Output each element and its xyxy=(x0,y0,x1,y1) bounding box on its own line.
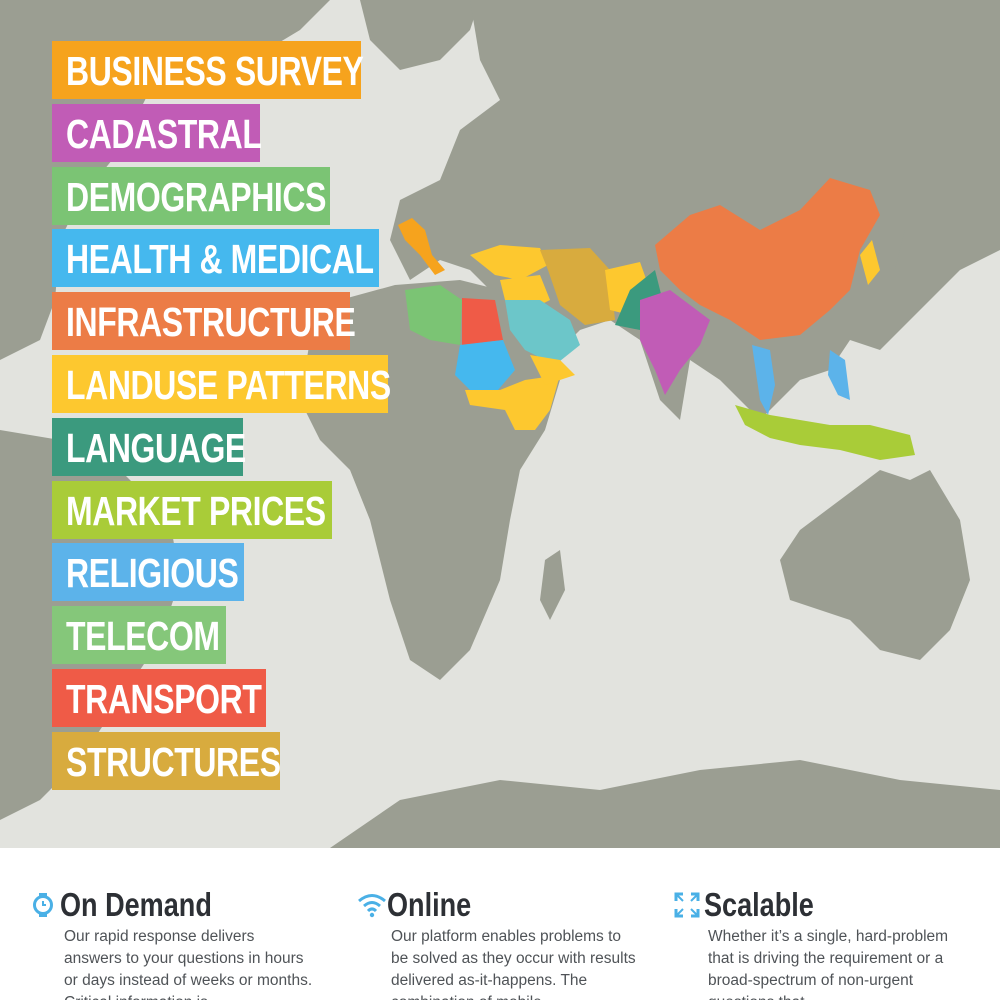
region-yemen xyxy=(530,355,575,385)
category-label: CADASTRAL xyxy=(52,103,262,162)
land-antarctica xyxy=(330,760,1000,848)
region-egypt xyxy=(462,298,503,345)
land-madagascar xyxy=(540,550,565,620)
wifi-icon xyxy=(357,892,386,918)
map-svg xyxy=(0,0,1000,848)
category-label: INFRASTRUCTURE xyxy=(52,292,356,351)
region-italy xyxy=(398,218,445,275)
region-china xyxy=(655,178,880,340)
region-indonesia xyxy=(735,405,915,460)
feature-description: Our rapid response delivers answers to y… xyxy=(64,928,313,1000)
category-label: MARKET PRICES xyxy=(52,480,332,539)
feature-title: Online xyxy=(387,886,472,923)
category-label: STRUCTURES xyxy=(52,731,281,790)
category-label: RELIGIOUS xyxy=(52,543,244,602)
region-philippines xyxy=(828,350,850,400)
feature-description: Whether it’s a single, hard-problem that… xyxy=(708,928,949,1000)
region-saudi-arabia xyxy=(505,300,580,365)
category-label-text: STRUCTURES xyxy=(66,738,281,785)
expand-icon xyxy=(674,892,700,918)
world-map: BUSINESS SURVEY CADASTRAL DEMOGRAPHICS HEAL… xyxy=(0,0,1000,848)
feature-online: Online Our platform enables problems to b… xyxy=(357,886,647,1000)
category-label-text: LANGUAGE xyxy=(66,424,246,471)
region-turkey xyxy=(470,245,548,280)
feature-header: On Demand xyxy=(30,886,320,924)
feature-description: Our platform enables problems to be solv… xyxy=(391,928,636,1000)
land-greenland xyxy=(360,0,480,70)
category-label-text: TELECOM xyxy=(66,613,220,660)
category-label-text: LANDUSE PATTERNS xyxy=(66,362,391,408)
land-japan xyxy=(885,200,930,300)
feature-title: On Demand xyxy=(60,886,212,923)
region-thailand xyxy=(752,345,775,415)
feature-scalable: Scalable Whether it’s a single, hard-prob… xyxy=(674,886,964,1000)
feature-title: Scalable xyxy=(704,886,814,923)
category-label: TELECOM xyxy=(52,606,226,665)
category-label: DEMOGRAPHICS xyxy=(52,166,330,225)
category-label-text: MARKET PRICES xyxy=(66,487,326,534)
category-label: TRANSPORT xyxy=(52,669,266,727)
region-iran xyxy=(540,248,615,325)
feature-header: Scalable xyxy=(674,886,964,924)
feature-on-demand: On Demand Our rapid response delivers ans… xyxy=(30,886,320,1000)
category-label-text: TRANSPORT xyxy=(66,676,262,722)
region-east-africa xyxy=(465,375,560,430)
feature-header: Online xyxy=(357,886,647,924)
region-korea xyxy=(860,240,880,285)
category-label: LANDUSE PATTERNS xyxy=(52,355,391,413)
category-label-text: HEALTH & MEDICAL xyxy=(66,236,374,283)
category-label-text: DEMOGRAPHICS xyxy=(66,173,327,220)
category-label-text: CADASTRAL xyxy=(66,110,262,157)
land-australia xyxy=(780,470,970,660)
region-india xyxy=(640,290,710,395)
watch-icon xyxy=(30,892,56,918)
region-libya xyxy=(405,285,462,345)
category-label-text: RELIGIOUS xyxy=(66,550,239,597)
category-label-text: BUSINESS SURVEY xyxy=(66,48,364,94)
category-label: BUSINESS SURVEY xyxy=(52,41,364,99)
feature-section: On Demand Our rapid response delivers ans… xyxy=(0,848,1000,1000)
category-label: LANGUAGE xyxy=(52,417,246,476)
category-label-text: INFRASTRUCTURE xyxy=(66,299,356,346)
region-sudan xyxy=(455,340,515,390)
category-label: HEALTH & MEDICAL xyxy=(52,229,379,288)
